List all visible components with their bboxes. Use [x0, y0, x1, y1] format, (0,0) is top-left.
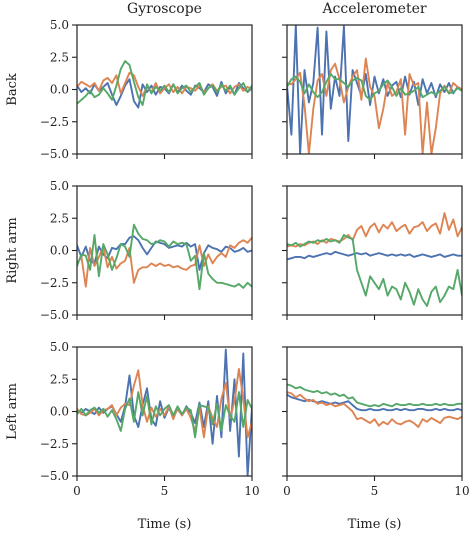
series-line-2 [287, 212, 462, 248]
y-tick-label: −5.0 [40, 469, 69, 483]
y-tick-label: 5.0 [50, 340, 69, 354]
axes-frame [286, 24, 463, 155]
series-line-2 [77, 236, 252, 288]
series-line-1 [77, 78, 252, 109]
y-tick-label: 2.5 [50, 50, 69, 64]
y-tick-label: 0.0 [50, 83, 69, 97]
axes-frame [286, 185, 463, 316]
panel-left-arm-accelerometer: 0 5 10 [282, 346, 470, 498]
column-title-accelerometer: Accelerometer [321, 1, 426, 17]
row-label-right-arm: Right arm [5, 217, 20, 283]
series-line-3 [287, 234, 462, 307]
x-tick-label: 0 [283, 484, 291, 498]
series-line-1 [287, 393, 462, 412]
panel-right-arm-accelerometer [282, 185, 463, 320]
y-tick-label: −5.0 [40, 147, 69, 161]
x-tick-label: 0 [73, 484, 81, 498]
panel-back-accelerometer [282, 24, 463, 159]
x-tick-label: 5 [161, 484, 169, 498]
x-tick-label: 5 [371, 484, 379, 498]
column-title-gyroscope: Gyroscope [127, 1, 202, 17]
series-line-1 [287, 25, 462, 154]
y-tick-label: 0.0 [50, 405, 69, 419]
x-axis-label: Time (s) [348, 517, 402, 532]
y-tick-label: 5.0 [50, 179, 69, 193]
x-tick-label: 10 [244, 484, 259, 498]
panel-left-arm-gyroscope: 5.0 2.5 0.0 −2.5 −5.0 0 5 10 [40, 340, 260, 498]
series-line-2 [287, 57, 462, 154]
series-line-1 [287, 250, 462, 261]
series-line-3 [287, 73, 462, 101]
row-label-left-arm: Left arm [5, 383, 20, 440]
y-tick-label: 0.0 [50, 244, 69, 258]
series-line-3 [77, 223, 252, 291]
series-line-2 [287, 391, 462, 428]
y-tick-label: −2.5 [40, 115, 69, 129]
y-tick-label: 5.0 [50, 18, 69, 32]
panel-back-gyroscope: 5.0 2.5 0.0 −2.5 −5.0 [40, 18, 253, 161]
axes-frame [286, 346, 463, 477]
x-axis-label: Time (s) [138, 517, 192, 532]
y-tick-label: −2.5 [40, 437, 69, 451]
series-line-3 [287, 383, 462, 408]
y-tick-label: 2.5 [50, 372, 69, 386]
row-label-back: Back [5, 73, 20, 106]
series-line-3 [77, 60, 252, 106]
y-tick-label: 2.5 [50, 211, 69, 225]
x-tick-label: 10 [454, 484, 469, 498]
series-line-3 [77, 391, 252, 439]
y-tick-label: −2.5 [40, 276, 69, 290]
series-line-2 [77, 367, 252, 439]
y-tick-label: −5.0 [40, 308, 69, 322]
panel-right-arm-gyroscope: 5.0 2.5 0.0 −2.5 −5.0 [40, 179, 253, 322]
series-line-1 [77, 348, 252, 476]
